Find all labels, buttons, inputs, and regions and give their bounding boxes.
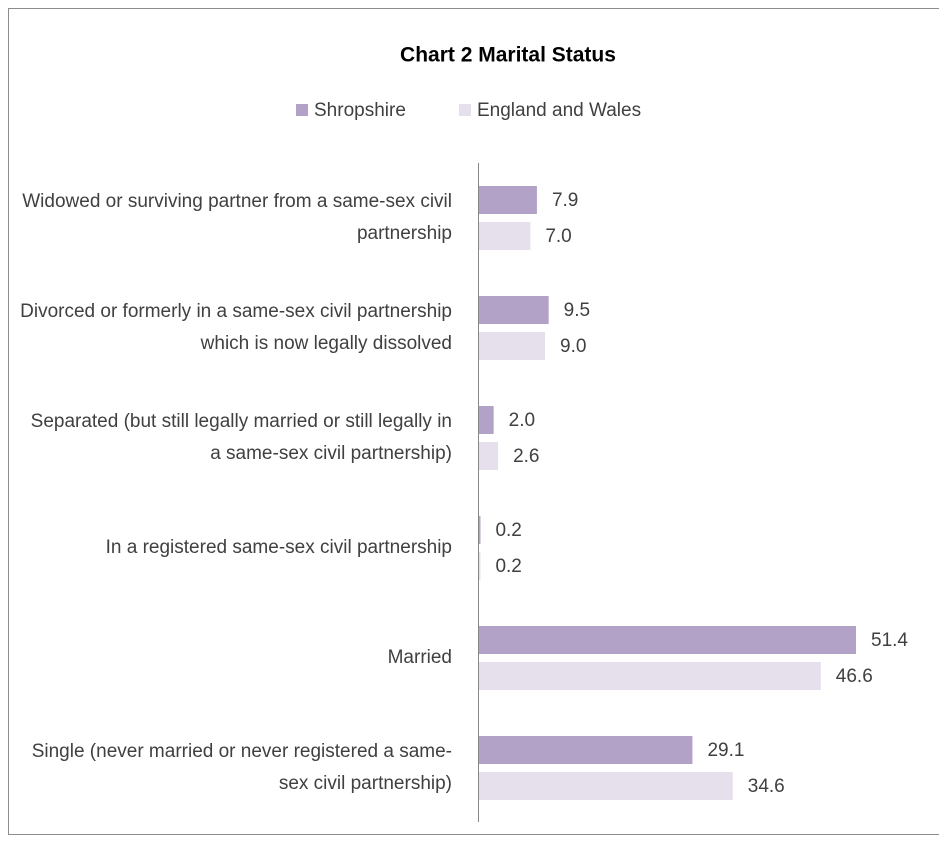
data-label: 0.2 (495, 556, 521, 577)
category-text: Married (387, 647, 452, 668)
legend-swatch (459, 104, 471, 116)
category-text: Widowed or surviving partner from a same… (22, 191, 452, 244)
bar (479, 626, 856, 654)
category-label: Single (never married or never registere… (18, 713, 452, 823)
category-label: Married (18, 603, 452, 713)
data-label: 34.6 (748, 776, 785, 797)
legend-label: England and Wales (477, 100, 641, 121)
bar (479, 662, 821, 690)
bar (479, 516, 481, 544)
category-text: Divorced or formerly in a same-sex civil… (20, 301, 452, 354)
bar (479, 552, 481, 580)
data-label: 2.0 (509, 410, 535, 431)
data-label: 9.5 (564, 300, 590, 321)
bar (479, 736, 693, 764)
category-label: Divorced or formerly in a same-sex civil… (18, 273, 452, 383)
category-text: Single (never married or never registere… (31, 741, 452, 794)
category-label: Widowed or surviving partner from a same… (18, 163, 452, 273)
data-label: 29.1 (707, 740, 744, 761)
chart-border (8, 8, 939, 835)
category-label: Separated (but still legally married or … (18, 383, 452, 493)
data-label: 46.6 (836, 666, 873, 687)
data-label: 51.4 (871, 630, 908, 651)
category-label: In a registered same-sex civil partnersh… (18, 493, 452, 603)
bar (479, 296, 549, 324)
data-label: 7.9 (552, 190, 578, 211)
legend-swatch (296, 104, 308, 116)
bar (479, 772, 733, 800)
chart-title: Chart 2 Marital Status (400, 44, 616, 67)
bar (479, 222, 531, 250)
bar (479, 332, 546, 360)
data-label: 0.2 (495, 520, 521, 541)
bar (479, 186, 537, 214)
bar (479, 406, 494, 434)
data-label: 9.0 (560, 336, 586, 357)
data-label: 7.0 (545, 226, 571, 247)
bar (479, 442, 499, 470)
category-text: In a registered same-sex civil partnersh… (105, 537, 452, 558)
legend-label: Shropshire (314, 100, 406, 121)
category-text: Separated (but still legally married or … (30, 411, 452, 464)
data-label: 2.6 (513, 446, 539, 467)
